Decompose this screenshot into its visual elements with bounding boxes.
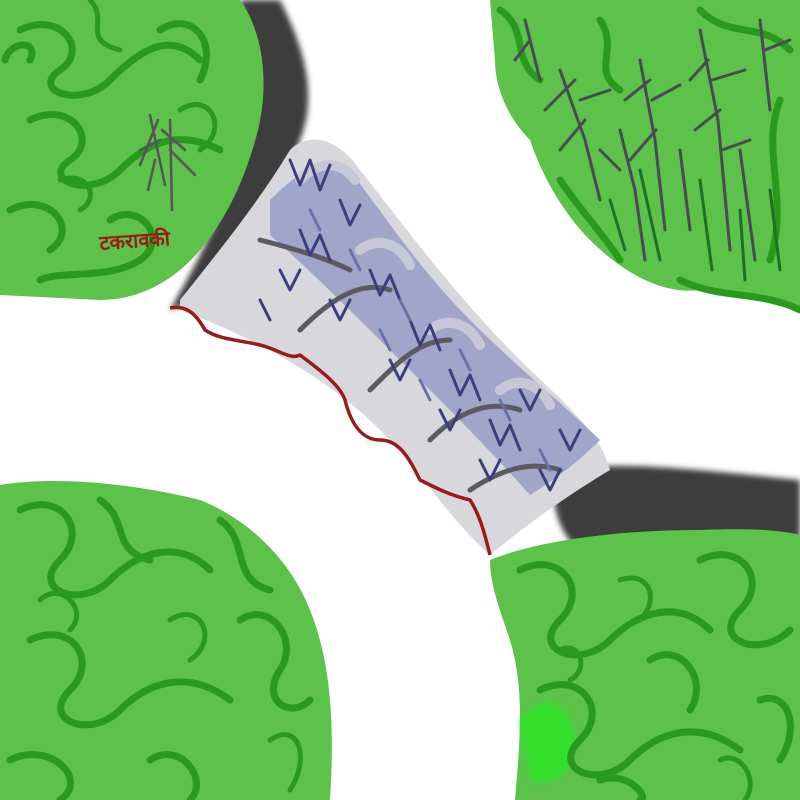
- rock-texture: [258, 158, 582, 492]
- central-cliff: [169, 139, 610, 556]
- southwest-forest: [0, 480, 332, 800]
- northwest-forest: [0, 0, 264, 300]
- tree-cluster: [513, 18, 792, 282]
- handwritten-label: टकरावकी: [98, 226, 172, 255]
- northeast-forest: [490, 0, 800, 314]
- southeast-forest: [490, 529, 800, 800]
